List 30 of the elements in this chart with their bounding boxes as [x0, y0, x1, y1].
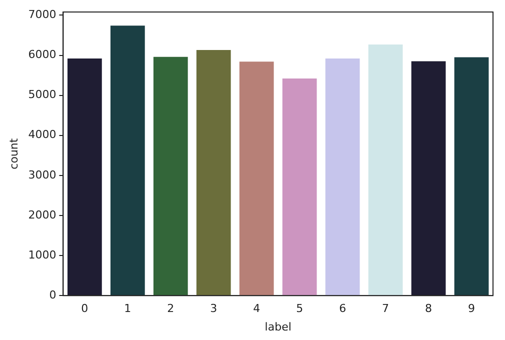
y-tick-label: 3000	[28, 168, 56, 182]
bar	[368, 44, 403, 296]
y-axis-title: count	[7, 138, 20, 170]
x-tick-label: 6	[339, 302, 346, 316]
y-tick-label: 6000	[28, 48, 56, 62]
y-tick-label: 2000	[28, 208, 56, 222]
y-tick-label: 5000	[28, 88, 56, 102]
bar	[325, 58, 360, 296]
bar	[239, 62, 274, 296]
y-tick-label: 4000	[28, 128, 56, 142]
x-tick-label: 3	[210, 302, 218, 316]
x-tick-label: 1	[124, 302, 132, 316]
y-tick-label: 0	[49, 288, 56, 302]
x-tick-label: 2	[167, 302, 174, 316]
bar	[411, 61, 446, 296]
bar	[454, 57, 489, 296]
x-axis-title: label	[264, 320, 292, 334]
y-tick-label: 7000	[28, 8, 56, 22]
bar	[196, 50, 231, 296]
bar	[282, 78, 317, 296]
x-tick-label: 5	[296, 302, 304, 316]
x-tick-label: 0	[81, 302, 88, 316]
bar	[153, 56, 188, 296]
x-tick-label: 9	[468, 302, 476, 316]
bar	[110, 26, 145, 296]
x-tick-label: 8	[425, 302, 432, 316]
bar	[67, 58, 102, 296]
y-tick-label: 1000	[28, 248, 56, 262]
x-tick-label: 4	[253, 302, 260, 316]
x-tick-label: 7	[382, 302, 390, 316]
